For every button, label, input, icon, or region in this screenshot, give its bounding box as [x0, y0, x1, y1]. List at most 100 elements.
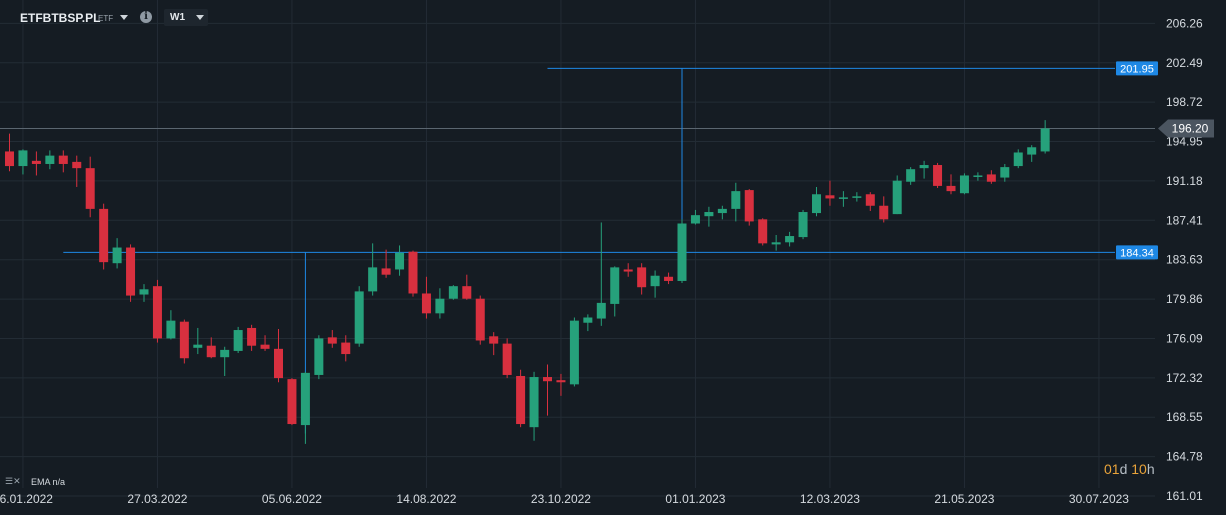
candle-body	[704, 212, 714, 217]
candle-body	[879, 205, 889, 220]
indicator-value: n/a	[52, 477, 66, 487]
candle-body	[354, 291, 364, 344]
candle-body	[274, 348, 283, 379]
price-tick-label: 191.18	[1166, 174, 1203, 188]
symbol-name[interactable]: ETFBTBSP.PL	[20, 11, 101, 25]
candle-body	[933, 165, 943, 186]
timeframe-select[interactable]: W1	[164, 9, 208, 26]
candle-body	[99, 208, 109, 263]
candle-body	[72, 161, 82, 169]
candle-body	[569, 320, 579, 385]
menu-icon[interactable]: ☰	[5, 476, 14, 486]
candle-body	[85, 168, 95, 209]
candle-body	[112, 247, 122, 264]
price-tick-label: 206.26	[1166, 16, 1203, 30]
candle-body	[5, 151, 14, 167]
candle-body	[516, 375, 526, 425]
date-tick-label: 05.06.2022	[262, 492, 322, 506]
date-tick-label: 23.10.2022	[531, 492, 591, 506]
candle-body	[556, 380, 566, 383]
candle-body	[287, 379, 297, 425]
candle-body	[368, 267, 378, 292]
countdown-hours: 10	[1131, 461, 1147, 477]
price-tick-label: 161.01	[1166, 489, 1203, 503]
candle-body	[677, 223, 687, 281]
price-tick-label: 172.32	[1166, 371, 1203, 385]
candle-body	[489, 336, 499, 344]
candle-body	[973, 175, 983, 177]
candle-body	[260, 344, 270, 349]
current-price-tag-label: 196.20	[1172, 121, 1209, 135]
candle-body	[785, 236, 795, 243]
candle-body	[327, 337, 337, 344]
candle-body	[1027, 147, 1037, 155]
countdown-days-unit: d	[1119, 461, 1128, 477]
candle-body	[852, 196, 862, 198]
candle-body	[596, 302, 606, 319]
date-tick-label: 12.03.2023	[800, 492, 860, 506]
candle-body	[798, 212, 808, 238]
candle-body	[892, 180, 902, 215]
candle-body	[906, 169, 916, 182]
price-tick-label: 168.55	[1166, 410, 1203, 424]
candle-body	[1013, 152, 1023, 167]
candle-body	[395, 252, 405, 270]
current-price-tag	[1158, 119, 1214, 138]
level-price-tag-label: 184.34	[1120, 247, 1154, 259]
candle-body	[139, 289, 149, 295]
price-tick-label: 179.86	[1166, 292, 1203, 306]
chart-grid	[0, 0, 1155, 497]
candle-body	[31, 160, 41, 164]
timeframe-value: W1	[170, 12, 185, 23]
candle-body	[341, 342, 351, 355]
candle-body	[1040, 128, 1050, 152]
candle-body	[637, 267, 647, 288]
candle-body	[179, 321, 189, 359]
toolbar: ETFBTBSP.PL ETF i W1	[0, 0, 1226, 34]
indicator-label: EMA	[31, 477, 51, 487]
candle-body	[300, 372, 310, 426]
price-tick-label: 183.63	[1166, 253, 1203, 267]
symbol-type: ETF	[98, 14, 114, 23]
price-tags: 201.95 184.34 196.20	[1116, 61, 1214, 260]
candle-body	[18, 150, 28, 167]
date-tick-label: 21.05.2023	[934, 492, 994, 506]
candles	[5, 120, 1050, 444]
price-tick-label: 164.78	[1166, 450, 1203, 464]
time-axis: 16.01.2022 27.03.2022 05.06.2022 14.08.2022…	[0, 492, 1129, 506]
candle-body	[744, 190, 754, 222]
date-tick-label: 01.01.2023	[665, 492, 725, 506]
price-tick-label: 198.72	[1166, 95, 1203, 109]
price-tick-label: 194.95	[1166, 135, 1203, 149]
remove-icon[interactable]: ✕	[13, 476, 21, 486]
candle-body	[543, 377, 552, 382]
date-tick-label: 30.07.2023	[1069, 492, 1129, 506]
countdown-hours-unit: h	[1146, 461, 1155, 477]
candle-body	[838, 197, 848, 199]
candle-body	[206, 345, 216, 358]
candle-body	[58, 155, 68, 164]
date-tick-label: 27.03.2022	[127, 492, 187, 506]
info-icon[interactable]: i	[140, 11, 152, 23]
candle-body	[610, 267, 620, 304]
candle-body	[421, 293, 431, 314]
candle-body	[1000, 167, 1010, 178]
candle-countdown: 01d 10h	[1104, 461, 1155, 477]
candle-body	[381, 268, 391, 275]
level-price-tag	[1116, 61, 1158, 76]
price-tick-label: 187.41	[1166, 213, 1203, 227]
price-tick-label: 176.09	[1166, 331, 1203, 345]
candle-body	[959, 175, 969, 194]
candle-body	[435, 298, 445, 314]
candle-body	[247, 327, 257, 346]
candle-body	[152, 286, 162, 339]
price-tick-label: 202.49	[1166, 56, 1203, 70]
candle-body	[812, 194, 821, 214]
candle-body	[650, 275, 660, 287]
symbol-dropdown-icon[interactable]	[120, 15, 128, 20]
candle-body	[583, 317, 593, 323]
candle-body	[529, 377, 539, 428]
indicator-controls[interactable]: ☰✕	[5, 476, 21, 487]
candle-body	[220, 349, 230, 358]
